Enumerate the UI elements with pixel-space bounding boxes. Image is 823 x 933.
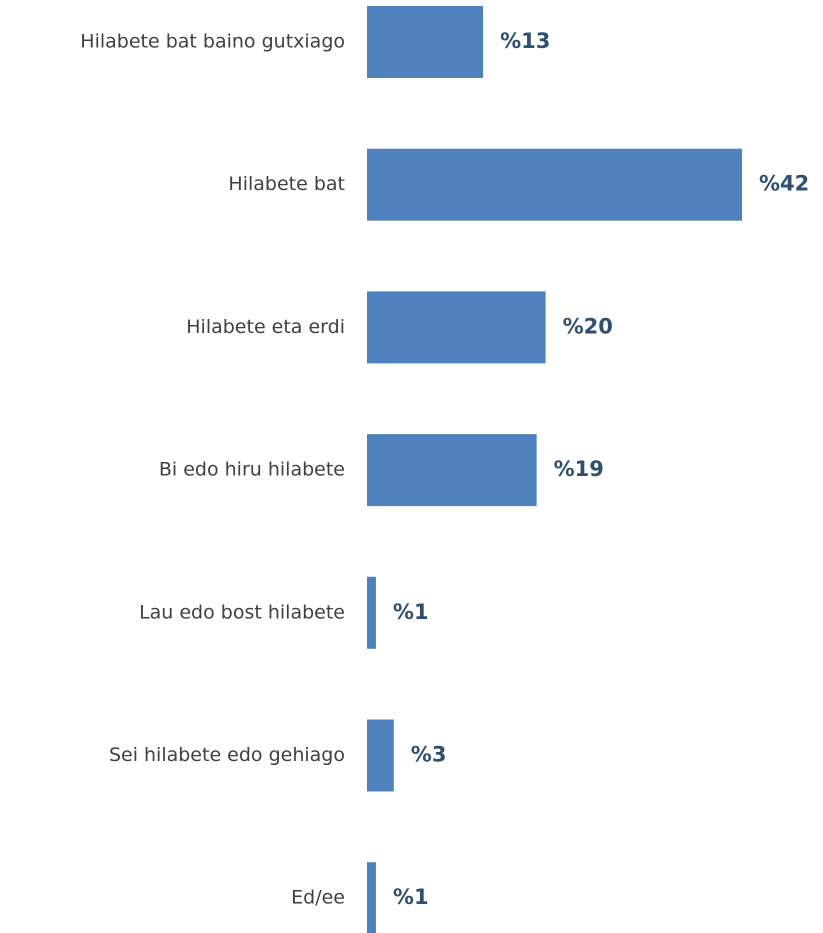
category-label: Bi edo hiru hilabete (159, 459, 345, 481)
category-label: Hilabete bat (228, 173, 345, 195)
category-label: Hilabete bat baino gutxiago (80, 31, 345, 53)
value-label: %1 (393, 600, 429, 624)
bar (367, 862, 376, 933)
value-label: %42 (759, 172, 809, 196)
value-label: %3 (411, 743, 447, 767)
value-label: %20 (563, 314, 613, 338)
bar (367, 148, 742, 221)
bar (367, 6, 484, 78)
category-label: Ed/ee (291, 887, 345, 909)
bar (367, 576, 376, 649)
value-label: %13 (500, 29, 550, 53)
bar (367, 434, 537, 507)
value-label: %19 (554, 457, 604, 481)
category-label: Sei hilabete edo gehiago (109, 744, 345, 766)
bar (367, 291, 546, 364)
category-label: Hilabete eta erdi (186, 316, 345, 338)
bar (367, 719, 394, 792)
category-label: Lau edo bost hilabete (139, 601, 345, 623)
value-label: %1 (393, 885, 429, 909)
